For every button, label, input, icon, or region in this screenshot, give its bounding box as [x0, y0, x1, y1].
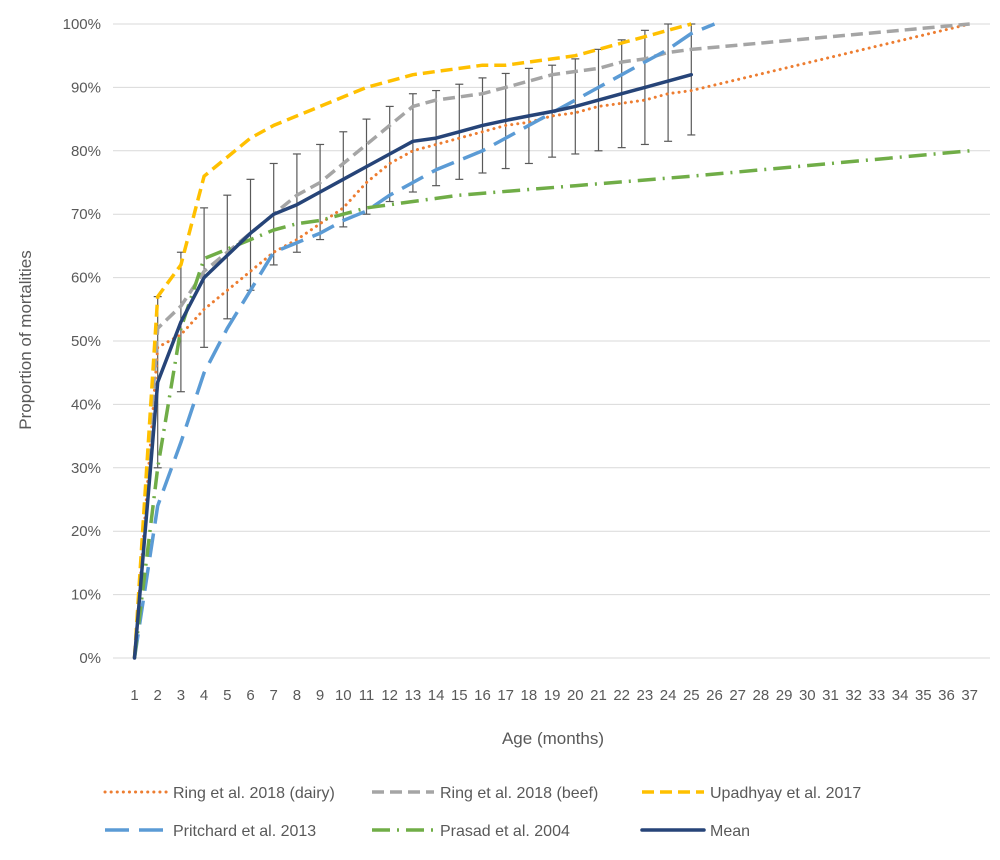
legend-label: Mean — [710, 823, 750, 840]
y-tick-label: 80% — [71, 143, 101, 160]
error-bar — [687, 23, 696, 136]
x-tick-label: 3 — [177, 687, 185, 704]
series-line-ring-et-al-2018-dairy — [133, 22, 972, 660]
y-tick-label: 70% — [71, 206, 101, 223]
x-tick-label: 7 — [270, 687, 278, 704]
x-tick-label: 36 — [938, 687, 955, 704]
legend-item: Upadhyay et al. 2017 — [642, 785, 861, 802]
series-line-upadhyay-et-al-2017 — [132, 22, 692, 659]
x-tick-label: 25 — [683, 687, 700, 704]
legend-label: Ring et al. 2018 (beef) — [440, 785, 598, 802]
y-tick-label: 30% — [71, 460, 101, 477]
legend-item: Pritchard et al. 2013 — [105, 823, 316, 840]
y-tick-label: 20% — [71, 523, 101, 540]
x-tick-label: 30 — [799, 687, 816, 704]
series-line-pritchard-et-al-2013 — [132, 22, 716, 659]
x-tick-label: 10 — [335, 687, 352, 704]
x-tick-label: 8 — [293, 687, 301, 704]
x-tick-label: 2 — [154, 687, 162, 704]
legend-label: Prasad et al. 2004 — [440, 823, 570, 840]
x-tick-label: 32 — [845, 687, 862, 704]
series-line-ring-et-al-2018-beef — [132, 22, 970, 659]
y-tick-label: 10% — [71, 587, 101, 604]
x-axis-ticks: 1 2 3 4 5 6 7 8 9 10 11 12 13 14 15 16 17 18 19 20 21 22 23 24 2… — [130, 687, 978, 704]
legend-label: Upadhyay et al. 2017 — [710, 785, 861, 802]
legend: Ring et al. 2018 (dairy) Ring et al. 2018… — [103, 785, 861, 840]
series-line-mean — [132, 72, 694, 660]
x-tick-label: 6 — [246, 687, 254, 704]
x-tick-label: 15 — [451, 687, 468, 704]
legend-item: Prasad et al. 2004 — [372, 823, 570, 840]
x-tick-label: 27 — [729, 687, 746, 704]
x-tick-label: 20 — [567, 687, 584, 704]
y-axis-title: Proportion of mortalities — [16, 250, 35, 430]
legend-item: Mean — [640, 823, 750, 840]
y-tick-label: 40% — [71, 396, 101, 413]
x-tick-label: 34 — [892, 687, 909, 704]
x-tick-label: 26 — [706, 687, 723, 704]
x-tick-label: 31 — [822, 687, 839, 704]
legend-item: Ring et al. 2018 (beef) — [372, 785, 598, 802]
x-tick-label: 5 — [223, 687, 231, 704]
y-tick-label: 0% — [79, 650, 101, 667]
y-tick-label: 90% — [71, 79, 101, 96]
x-tick-label: 22 — [613, 687, 630, 704]
x-tick-label: 35 — [915, 687, 932, 704]
x-tick-label: 23 — [637, 687, 654, 704]
legend-label: Pritchard et al. 2013 — [173, 823, 316, 840]
x-tick-label: 13 — [405, 687, 422, 704]
y-axis-ticks: 0% 10% 20% 30% 40% 50% 60% 70% 80% 90% 100% — [63, 16, 101, 667]
x-tick-label: 12 — [381, 687, 398, 704]
x-tick-label: 4 — [200, 687, 208, 704]
x-tick-label: 24 — [660, 687, 677, 704]
x-tick-label: 21 — [590, 687, 607, 704]
x-tick-label: 29 — [776, 687, 793, 704]
x-tick-label: 16 — [474, 687, 491, 704]
x-tick-label: 33 — [869, 687, 886, 704]
y-tick-label: 100% — [63, 16, 101, 33]
y-tick-label: 50% — [71, 333, 101, 350]
x-axis-title: Age (months) — [502, 729, 604, 748]
x-tick-label: 18 — [521, 687, 538, 704]
x-tick-label: 37 — [961, 687, 978, 704]
y-tick-label: 60% — [71, 270, 101, 287]
series-line-prasad-et-al-2004 — [132, 149, 970, 659]
x-tick-label: 19 — [544, 687, 561, 704]
x-tick-label: 9 — [316, 687, 324, 704]
x-tick-label: 14 — [428, 687, 445, 704]
x-tick-label: 1 — [130, 687, 138, 704]
x-tick-label: 28 — [753, 687, 770, 704]
legend-label: Ring et al. 2018 (dairy) — [173, 785, 335, 802]
x-tick-label: 11 — [359, 687, 375, 704]
x-tick-label: 17 — [497, 687, 514, 704]
legend-item: Ring et al. 2018 (dairy) — [103, 785, 335, 802]
series-lines — [132, 22, 972, 660]
